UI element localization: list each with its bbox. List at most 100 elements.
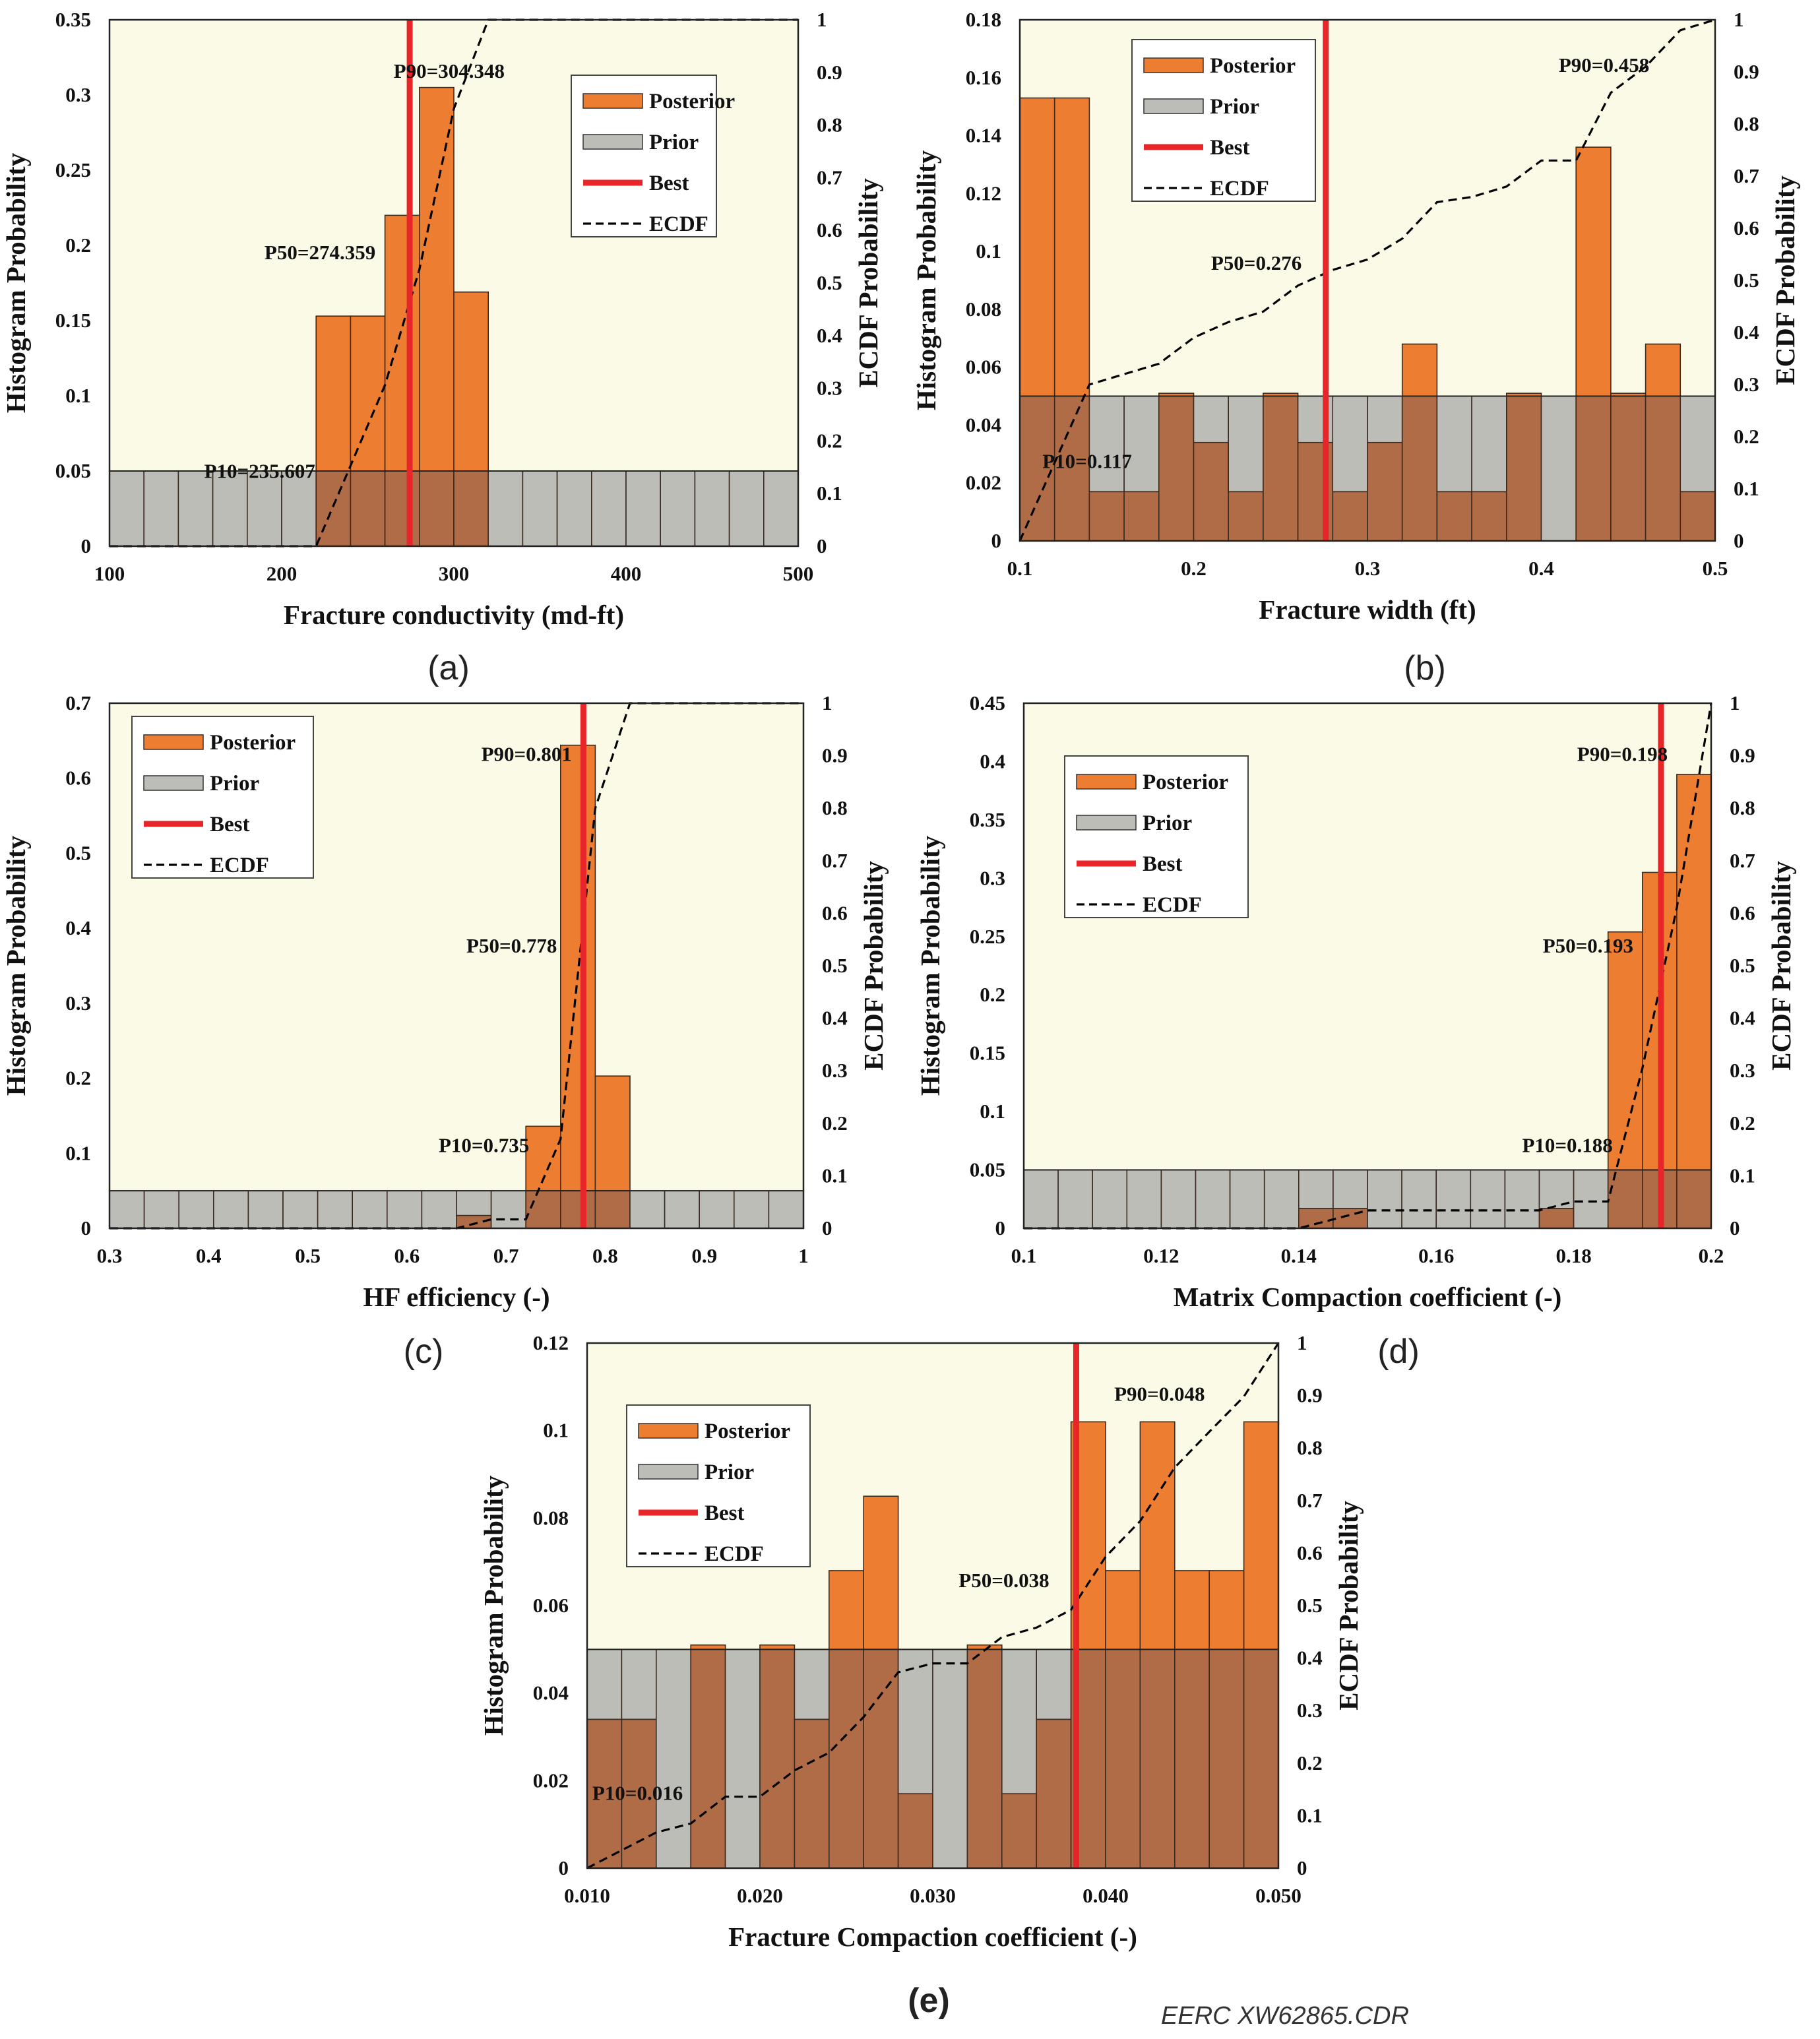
y2-tick-label: 0.6 bbox=[1730, 901, 1755, 924]
x-tick-label: 0.3 bbox=[1355, 557, 1381, 580]
y2-tick-label: 0 bbox=[1297, 1856, 1307, 1879]
prior-bar bbox=[1193, 395, 1230, 443]
y-tick-label: 0.12 bbox=[533, 1331, 569, 1354]
x-tick-label: 0.6 bbox=[394, 1244, 420, 1267]
prior-bar bbox=[763, 470, 799, 547]
x-axis-title: Matrix Compaction coefficient (-) bbox=[1174, 1282, 1562, 1312]
prior-bar bbox=[490, 1190, 526, 1229]
prior-bar bbox=[629, 1190, 666, 1229]
plot-frame bbox=[586, 1342, 1280, 1869]
y-axis-title: Histogram Probability bbox=[1, 152, 31, 413]
y2-tick-label: 0.6 bbox=[822, 901, 848, 924]
plot-frame bbox=[108, 18, 800, 548]
y-tick-label: 0.15 bbox=[55, 309, 91, 332]
legend-label: Prior bbox=[1210, 95, 1259, 119]
legend-label: ECDF bbox=[705, 1542, 764, 1566]
prior-bar bbox=[1126, 1169, 1162, 1229]
y-axis-title: Histogram Probability bbox=[915, 835, 945, 1096]
prior-bar bbox=[699, 1190, 735, 1229]
legend-label: Best bbox=[649, 172, 689, 195]
y-tick-label: 0.02 bbox=[966, 471, 1001, 494]
prior-bar bbox=[143, 1190, 180, 1229]
y-tick-label: 0.4 bbox=[65, 916, 91, 939]
x-axis-title: HF efficiency (-) bbox=[363, 1282, 549, 1312]
y2-tick-label: 0.3 bbox=[1730, 1059, 1755, 1082]
y2-tick-label: 0.7 bbox=[817, 166, 842, 189]
posterior-bar bbox=[1645, 343, 1681, 397]
overlap-bar bbox=[1228, 491, 1264, 542]
percentile-annotation: P90=0.048 bbox=[1114, 1383, 1205, 1406]
y-tick-label: 0.16 bbox=[966, 66, 1001, 89]
prior-bar bbox=[143, 470, 179, 547]
overlap-bar bbox=[1088, 491, 1125, 542]
y2-tick-label: 1 bbox=[817, 8, 827, 31]
prior-bar bbox=[1401, 1169, 1437, 1229]
y2-tick-label: 0.4 bbox=[817, 324, 842, 347]
overlap-bar bbox=[1174, 1648, 1210, 1869]
panel-caption: (b) bbox=[1404, 649, 1446, 687]
posterior-bar bbox=[384, 214, 420, 472]
y2-tick-label: 0.6 bbox=[1297, 1541, 1323, 1564]
prior-bar bbox=[1195, 1169, 1231, 1229]
prior-bar bbox=[1160, 1169, 1197, 1229]
y-tick-label: 0 bbox=[81, 534, 92, 557]
percentile-annotation: P90=304.348 bbox=[394, 59, 505, 82]
prior-bar bbox=[1436, 395, 1472, 493]
x-axis-title: Fracture conductivity (md-ft) bbox=[284, 600, 624, 630]
overlap-bar bbox=[794, 1718, 830, 1869]
percentile-annotation: P50=274.359 bbox=[265, 241, 375, 264]
prior-bar bbox=[590, 470, 627, 547]
posterior-bar bbox=[594, 1075, 631, 1191]
prior-bar bbox=[1298, 1169, 1334, 1209]
y2-tick-label: 0.5 bbox=[1734, 268, 1759, 292]
y2-axis-title: ECDF Probability bbox=[1766, 861, 1796, 1071]
plot-frame bbox=[1022, 702, 1712, 1230]
prior-bar bbox=[724, 1648, 761, 1869]
y2-tick-label: 0.1 bbox=[1734, 477, 1759, 500]
x-tick-label: 0.030 bbox=[910, 1884, 956, 1907]
y-tick-label: 0.08 bbox=[966, 298, 1001, 321]
overlap-bar bbox=[1263, 395, 1299, 542]
percentile-annotation: P10=0.188 bbox=[1522, 1134, 1612, 1157]
x-tick-label: 0.9 bbox=[691, 1244, 717, 1267]
y2-tick-label: 1 bbox=[1297, 1331, 1307, 1354]
prior-bar bbox=[212, 1190, 249, 1229]
ecdf-line bbox=[586, 1342, 1280, 1869]
prior-bar bbox=[456, 1190, 492, 1216]
y2-tick-label: 0.9 bbox=[1734, 60, 1759, 83]
posterior-bar bbox=[1243, 1421, 1279, 1650]
y2-tick-label: 0 bbox=[1730, 1216, 1740, 1239]
y2-tick-label: 0.3 bbox=[1297, 1699, 1323, 1722]
legend-label: ECDF bbox=[210, 854, 269, 877]
x-tick-label: 0.2 bbox=[1699, 1244, 1724, 1267]
overlap-bar bbox=[1208, 1648, 1245, 1869]
y2-tick-label: 0.5 bbox=[1730, 954, 1755, 977]
y-axis-title: Histogram Probability bbox=[1, 835, 31, 1096]
prior-bar bbox=[1088, 395, 1125, 493]
overlap-bar bbox=[418, 470, 455, 547]
y2-tick-label: 1 bbox=[1730, 691, 1740, 714]
y2-tick-label: 0.2 bbox=[817, 429, 842, 452]
y-tick-label: 0 bbox=[991, 529, 1002, 552]
percentile-annotation: P50=0.276 bbox=[1211, 251, 1302, 274]
legend-swatch-posterior bbox=[143, 734, 204, 750]
x-tick-label: 0.1 bbox=[1007, 557, 1033, 580]
y2-tick-label: 0.7 bbox=[1734, 164, 1759, 187]
overlap-bar bbox=[1193, 441, 1230, 542]
y2-tick-label: 0.1 bbox=[822, 1164, 848, 1187]
y2-axis-title: ECDF Probability bbox=[853, 178, 883, 388]
overlap-bar bbox=[829, 1648, 865, 1869]
prior-bar bbox=[109, 470, 145, 547]
percentile-annotation: P10=235.607 bbox=[204, 459, 315, 482]
y2-tick-label: 0.9 bbox=[822, 744, 848, 767]
plot-frame bbox=[1019, 18, 1716, 542]
y-tick-label: 0.4 bbox=[980, 749, 1005, 772]
y2-tick-label: 0.1 bbox=[817, 482, 842, 505]
y2-tick-label: 1 bbox=[822, 691, 832, 714]
prior-bar bbox=[1036, 1648, 1072, 1720]
y-tick-label: 0.7 bbox=[65, 691, 91, 714]
prior-bar bbox=[178, 1190, 214, 1229]
y-tick-label: 0.1 bbox=[543, 1419, 569, 1442]
x-tick-label: 0.3 bbox=[97, 1244, 123, 1267]
legend-label: Best bbox=[210, 813, 250, 836]
